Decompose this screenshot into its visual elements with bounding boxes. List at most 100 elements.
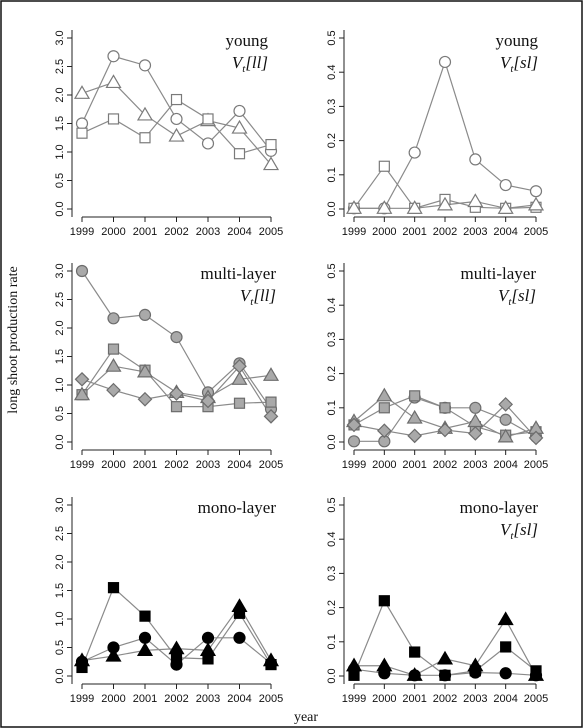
x-tick-label: 2004 [227,693,251,705]
square-marker [233,148,246,160]
x-tick-label: 2004 [493,459,517,471]
triangle-marker [467,193,484,208]
y-tick-label: 0.1 [326,400,338,415]
chart-panel: 0.0 0.1 0.2 0.3 0.4 0.5 1999 2000 2001 2002 2003 20… [326,263,548,471]
panel-subtitle: Vt[sl] [498,286,536,308]
circle-marker [347,663,361,676]
x-tick-label: 2002 [164,693,188,705]
triangle-marker [136,642,154,656]
y-tick-label: 0.5 [326,30,338,45]
y-tick-label: 0.4 [326,532,338,547]
chart-panel: 0.0 0.1 0.2 0.3 0.4 0.5 1999 2000 2001 2002 2003 20… [326,30,548,238]
y-tick-label: 0.5 [54,406,66,421]
y-tick-label: 2.5 [54,526,66,541]
x-tick-label: 2000 [372,459,396,471]
square-marker [139,132,151,144]
x-tick-label: 2003 [196,226,220,238]
diamond-marker [498,397,514,412]
y-tick-label: 0.0 [326,668,338,683]
x-tick-label: 2003 [196,459,220,471]
y-tick-label: 0.0 [326,434,338,449]
x-tick-label: 2000 [101,693,125,705]
x-tick-label: 2003 [196,693,220,705]
x-tick-label: 2001 [402,693,426,705]
triangle-marker [376,387,393,402]
y-tick-label: 3.0 [54,30,66,45]
x-tick-label: 2005 [524,226,548,238]
triangle-marker [73,652,91,667]
y-tick-label: 2.0 [54,554,66,569]
x-tick-label: 2002 [164,459,188,471]
x-tick-label: 2002 [433,693,457,705]
triangle-marker [136,106,154,121]
x-tick-label: 2004 [227,226,251,238]
circle-marker [107,50,120,63]
triangle-marker [406,200,423,214]
diamond-marker [407,428,423,444]
y-tick-label: 1.0 [54,144,66,159]
triangle-marker [73,85,91,99]
triangle-marker [262,652,280,667]
diamond-marker [200,393,216,409]
diamond-marker [232,358,247,374]
x-tick-label: 2004 [493,226,517,238]
x-tick-label: 2001 [133,693,157,705]
triangle-marker [406,409,423,424]
diamond-marker [376,423,392,439]
circle-marker [529,669,543,682]
square-marker [76,127,88,139]
triangle-marker [199,642,217,656]
triangle-marker [262,367,280,381]
x-tick-label: 2002 [164,226,188,238]
triangle-marker [345,200,363,214]
chart-panel: 0.0 0.1 0.2 0.3 0.4 0.5 1999 2000 2001 2002 2003 20… [326,497,548,705]
x-tick-label: 2000 [372,693,396,705]
panel-subtitle: Vt[ll] [240,286,276,308]
square-marker [107,343,120,355]
x-tick-label: 2000 [101,459,125,471]
y-tick-label: 0.0 [54,668,66,683]
x-tick-label: 2001 [133,226,157,238]
y-tick-label: 1.5 [54,349,66,364]
y-tick-label: 0.2 [326,600,338,615]
y-tick-label: 1.0 [54,377,66,392]
diamond-marker [467,426,483,441]
circle-marker [438,55,452,69]
square-marker [139,610,151,622]
panel-title: multi-layer [460,264,536,283]
panel-subtitle: Vt[ll] [232,53,268,75]
x-tick-label: 2000 [372,226,396,238]
y-tick-label: 0.3 [326,332,338,347]
square-marker [500,641,512,653]
circle-marker [499,667,512,680]
circle-marker [75,117,89,130]
y-tick-label: 0.3 [326,566,338,581]
y-tick-label: 0.1 [326,167,338,182]
panel-title: young [226,31,269,50]
triangle-marker [436,196,454,211]
circle-marker [233,631,246,644]
circle-marker [438,669,452,682]
chart-panel: 0.0 0.5 1.0 1.5 2.0 2.5 3.0 1999 2000 2001 2002 200… [54,30,283,238]
y-tick-label: 0.0 [54,201,66,216]
x-tick-label: 2003 [463,226,487,238]
diamond-marker [137,391,153,407]
x-tick-label: 2005 [524,459,548,471]
square-marker [265,138,277,151]
diamond-marker [169,386,184,401]
circle-marker [170,658,183,671]
circle-marker [469,666,482,679]
square-marker [170,93,183,106]
circle-marker [347,435,361,448]
circle-marker [201,137,215,150]
circle-marker [408,146,421,159]
y-tick-label: 1.5 [54,116,66,131]
circle-marker [499,178,512,192]
diamond-marker [346,417,362,433]
y-tick-label: 2.0 [54,320,66,335]
x-tick-label: 2004 [227,459,251,471]
y-tick-label: 1.0 [54,611,66,626]
circle-marker [170,331,183,344]
square-marker [265,396,277,408]
triangle-marker [376,200,393,214]
